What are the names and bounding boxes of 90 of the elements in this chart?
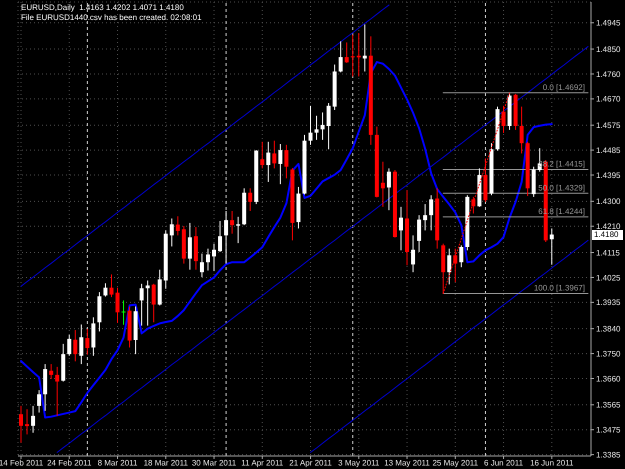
x-tick-label: 16 Jun 2011 (530, 458, 574, 468)
annotation: 1.4180 (592, 230, 623, 240)
candlestick (224, 210, 228, 264)
candlestick (25, 408, 30, 435)
y-tick-label: 1.3660 (596, 374, 622, 384)
candlestick (206, 248, 210, 272)
x-tick-label: 18 Mar 2011 (144, 458, 188, 468)
candlestick (386, 168, 391, 211)
series-label: 100.0 [1.3967] (534, 284, 585, 292)
candlestick (344, 42, 349, 64)
candlestick (380, 161, 385, 208)
candlestick (85, 328, 90, 356)
candlestick (308, 105, 313, 146)
candlestick (423, 204, 428, 231)
candlestick (520, 106, 524, 154)
candlestick (320, 112, 325, 140)
text: File EURUSD1440.csv has been created. 02:08:01 (21, 13, 202, 23)
candlestick (429, 194, 434, 231)
candlestick (55, 366, 60, 416)
candlestick (260, 141, 264, 169)
candlestick (248, 188, 252, 212)
y-tick-label: 1.3385 (596, 450, 622, 460)
candlestick (356, 32, 361, 77)
line-series (20, 4, 390, 287)
candlestick (31, 405, 36, 434)
candlestick (447, 248, 452, 285)
candlestick (79, 324, 84, 365)
chart-title: EURUSD,Daily 1.4163 1.4202 1.4071 1.4180 (21, 3, 184, 13)
candlestick (284, 144, 288, 179)
x-tick-label: 13 May 2011 (384, 458, 430, 468)
candlestick (152, 283, 156, 323)
y-tick-label: 1.4395 (596, 170, 622, 180)
x-tick-label: 8 Mar 2011 (98, 458, 138, 468)
candlestick (398, 206, 403, 251)
x-tick-label: 25 May 2011 (432, 458, 479, 468)
y-tick-label: 1.4945 (596, 18, 622, 28)
candlestick (37, 390, 42, 414)
candlestick (103, 282, 108, 298)
candlestick (67, 334, 72, 356)
x-tick-label: 3 May 2011 (338, 458, 380, 468)
candlestick (73, 330, 78, 362)
y-tick-label: 1.4850 (596, 44, 622, 54)
candlestick (146, 280, 150, 326)
y-tick-label: 1.3475 (596, 426, 622, 435)
y-tick-label: 1.4575 (596, 121, 622, 130)
candlestick (200, 253, 204, 278)
candlestick (218, 220, 222, 252)
y-tick-label: 1.3750 (596, 349, 622, 358)
line-series (20, 61, 553, 419)
candlestick (278, 144, 282, 185)
candlestick (338, 40, 343, 73)
y-tick-label: 1.4115 (596, 248, 620, 258)
y-tick-label: 1.4485 (596, 146, 622, 155)
x-tick-label: 24 Feb 2011 (47, 458, 92, 468)
x-tick-label: 21 Apr 2011 (289, 458, 332, 468)
candlestick (170, 218, 174, 247)
candlestick (411, 234, 416, 273)
line-series (56, 46, 588, 453)
candlestick (266, 141, 270, 182)
series-label: 0.0 [1.4692] (542, 82, 585, 92)
y-tick-label: 1.4670 (596, 94, 622, 104)
candlestick (362, 24, 367, 72)
y-tick-label: 1.4300 (596, 197, 622, 206)
y-tick-label: 1.3935 (596, 298, 622, 308)
line-series (310, 240, 588, 453)
candlestick (550, 228, 554, 266)
x-tick-label: 6 Jun 2011 (484, 458, 524, 468)
candlestick (272, 140, 276, 169)
candlestick (116, 287, 120, 324)
candlestick (326, 102, 331, 150)
candlestick (188, 222, 192, 270)
candlestick (314, 115, 319, 140)
x-tick-label: 30 Mar 2011 (192, 458, 237, 468)
y-tick-label: 1.4760 (596, 70, 622, 79)
candlestick (122, 300, 126, 326)
candlestick (212, 243, 216, 272)
candlestick (417, 214, 422, 252)
candlestick (502, 105, 506, 134)
candlestick (19, 405, 23, 444)
candlestick (109, 274, 114, 298)
y-tick-label: 1.4025 (596, 273, 622, 282)
candlestick (140, 283, 144, 326)
y-tick-label: 1.4210 (596, 222, 622, 232)
x-tick-label: 11 Apr 2011 (241, 458, 284, 468)
candlestick (459, 244, 464, 268)
candlestick (230, 210, 234, 234)
y-tick-label: 1.3840 (596, 324, 622, 334)
y-tick-label: 1.3565 (596, 400, 622, 410)
candlestick (49, 364, 54, 380)
candlestick (176, 216, 180, 236)
